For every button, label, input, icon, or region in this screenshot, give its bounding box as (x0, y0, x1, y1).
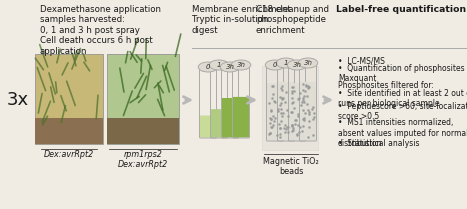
Text: •  Site identified in at least 2 out of 3
runs per biological sample: • Site identified in at least 2 out of 3… (338, 88, 467, 108)
Ellipse shape (287, 60, 307, 70)
FancyBboxPatch shape (222, 98, 238, 138)
Text: 0: 0 (206, 64, 210, 70)
Text: Dexamethasone application
samples harvested:
0, 1 and 3 h post spray
Cell death : Dexamethasone application samples harves… (40, 5, 161, 56)
Text: 3h: 3h (304, 60, 312, 66)
Text: •  LC-MS/MS: • LC-MS/MS (338, 56, 385, 65)
Ellipse shape (198, 62, 218, 72)
Ellipse shape (298, 58, 318, 68)
FancyBboxPatch shape (278, 82, 294, 140)
FancyBboxPatch shape (262, 66, 318, 150)
Text: 1: 1 (284, 60, 288, 66)
FancyBboxPatch shape (233, 97, 249, 138)
Text: 1: 1 (217, 62, 221, 68)
Text: Membrane enrichment
Tryptic in-solution
digest: Membrane enrichment Tryptic in-solution … (192, 5, 291, 35)
Text: Label-free quantification: Label-free quantification (336, 5, 466, 14)
Text: rpm1rps2
Dex:avrRpt2: rpm1rps2 Dex:avrRpt2 (118, 150, 168, 169)
Text: Dex:avrRpt2: Dex:avrRpt2 (44, 150, 94, 159)
Text: Phosphosites filtered for:: Phosphosites filtered for: (338, 82, 434, 90)
Text: •  Quantification of phosphosites by
Maxquant: • Quantification of phosphosites by Maxq… (338, 64, 467, 83)
Text: 3h: 3h (292, 62, 302, 68)
Text: •  Peptidescore >60, site-localization
score >0.5: • Peptidescore >60, site-localization sc… (338, 102, 467, 121)
FancyBboxPatch shape (267, 83, 283, 140)
Text: •  Statistical analysis: • Statistical analysis (338, 139, 419, 148)
Ellipse shape (265, 60, 285, 70)
Text: C18 cleanup and
phosphopeptide
enrichment: C18 cleanup and phosphopeptide enrichmen… (256, 5, 329, 35)
Ellipse shape (209, 60, 229, 70)
FancyBboxPatch shape (289, 83, 305, 140)
Text: 3x: 3x (7, 91, 29, 109)
FancyBboxPatch shape (107, 118, 179, 144)
FancyBboxPatch shape (107, 54, 179, 144)
FancyBboxPatch shape (211, 109, 227, 138)
Text: 3h: 3h (226, 64, 234, 70)
Text: 3h: 3h (236, 62, 246, 68)
Ellipse shape (220, 62, 240, 72)
Ellipse shape (276, 58, 296, 68)
FancyBboxPatch shape (35, 54, 103, 144)
FancyBboxPatch shape (35, 118, 103, 144)
Text: Magnetic TiO₂
beads: Magnetic TiO₂ beads (263, 157, 319, 176)
FancyBboxPatch shape (200, 116, 216, 138)
Text: •  MS1 intensities normalized,
absent values imputed for normal
distribution: • MS1 intensities normalized, absent val… (338, 119, 467, 148)
Ellipse shape (231, 60, 251, 70)
FancyBboxPatch shape (300, 82, 316, 140)
Text: 0: 0 (273, 62, 277, 68)
